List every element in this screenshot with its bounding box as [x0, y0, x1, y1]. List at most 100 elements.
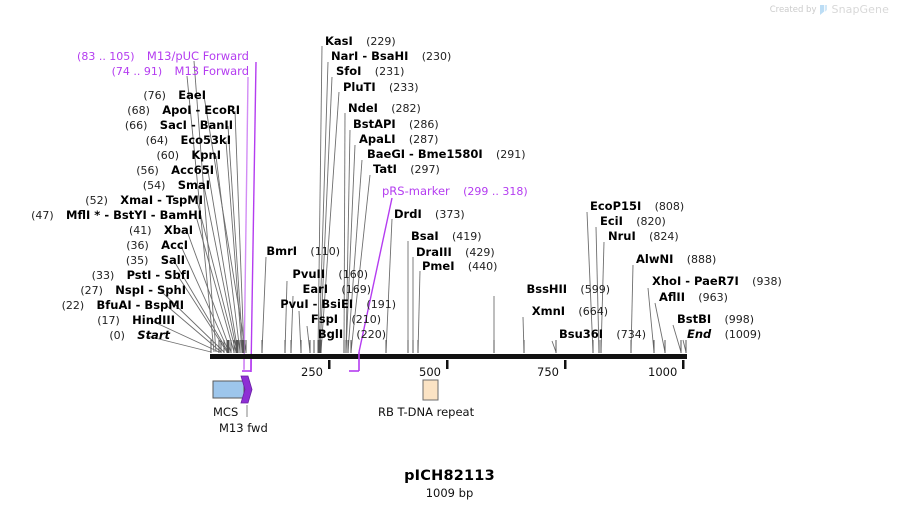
label-enzyme-drdi[interactable]: DrdI (373) [394, 207, 465, 222]
label-position: (664) [578, 305, 608, 318]
label-position: (83 .. 105) [77, 50, 135, 63]
label-name: AflII [659, 290, 685, 304]
feature-arrow-m13-fwd[interactable] [240, 375, 253, 404]
feature-box-rb-tdna-repeat[interactable] [422, 379, 439, 401]
label-end-terminus[interactable]: End (1009) [687, 328, 761, 342]
axis-tick-label-500: 500 [419, 365, 441, 379]
label-name: SalI [160, 253, 185, 267]
label-name: HindIII [132, 313, 175, 327]
label-name: XmaI - TspMI [120, 193, 203, 207]
label-enzyme-alwni[interactable]: AlwNI (888) [636, 253, 716, 267]
label-enzyme-bfuai-bspmi[interactable]: (22) BfuAI - BspMI [0, 299, 184, 313]
label-enzyme-draiii[interactable]: DraIII (429) [416, 246, 495, 260]
leader-lines-mid [317, 45, 421, 353]
label-enzyme-pvuii[interactable]: PvuII (160) [200, 267, 368, 282]
label-enzyme-eari[interactable]: EarI (169) [205, 283, 371, 297]
label-enzyme-ecii[interactable]: EciI (820) [600, 215, 666, 229]
label-name: XbaI [163, 223, 193, 237]
feature-name-mcs[interactable]: MCS [213, 405, 239, 419]
feature-box-mcs[interactable] [212, 380, 245, 399]
label-name: NruI [608, 229, 636, 243]
label-position: (286) [409, 118, 439, 131]
restriction-site-ticks [210, 340, 687, 353]
label-position: (22) [61, 299, 85, 312]
label-position: (297) [410, 163, 440, 176]
label-position: (52) [85, 194, 108, 207]
label-position: (938) [752, 275, 782, 288]
label-enzyme-nrui[interactable]: NruI (824) [608, 229, 679, 244]
label-enzyme-ndei[interactable]: NdeI (282) [348, 102, 421, 116]
label-enzyme-bstapi[interactable]: BstAPI (286) [353, 118, 439, 132]
label-start-terminus[interactable]: (0) Start [0, 329, 170, 343]
label-m13-puc-forward[interactable]: (83 .. 105) M13/pUC Forward [0, 50, 249, 64]
label-enzyme-nspi-sphi[interactable]: (27) NspI - SphI [0, 283, 186, 298]
label-enzyme-sfoi[interactable]: SfoI (231) [336, 65, 404, 79]
label-position: (76) [143, 89, 166, 102]
label-enzyme-kpni[interactable]: (60) KpnI [0, 149, 221, 163]
watermark-created-by-text: Created by [769, 4, 817, 15]
label-enzyme-eaei[interactable]: (76) EaeI [0, 89, 206, 103]
label-position: (54) [142, 179, 166, 192]
label-position: (27) [80, 284, 103, 297]
snapgene-logo-icon [820, 4, 828, 15]
label-position: (169) [341, 283, 371, 296]
label-enzyme-xbai[interactable]: (41) XbaI [0, 223, 193, 238]
label-position: (17) [97, 314, 120, 327]
label-enzyme-hindiii[interactable]: (17) HindIII [0, 313, 175, 328]
label-enzyme-saci-banii[interactable]: (66) SacI - BanII [0, 119, 233, 133]
label-position: (419) [451, 230, 482, 243]
label-enzyme-sali[interactable]: (35) SalI [0, 253, 185, 268]
label-enzyme-kasi[interactable]: KasI (229) [325, 35, 396, 49]
label-enzyme-pvui-bsiei[interactable]: PvuI - BsiEI (191) [210, 298, 396, 312]
label-enzyme-eco53ki[interactable]: (64) Eco53kI [0, 134, 231, 148]
label-enzyme-xhoi-paer7i[interactable]: XhoI - PaeR7I (938) [652, 275, 782, 289]
label-name: DrdI [394, 207, 422, 221]
label-enzyme-fspi[interactable]: FspI (210) [215, 313, 381, 327]
label-enzyme-smai[interactable]: (54) SmaI [0, 179, 210, 193]
label-name: TatI [373, 162, 397, 176]
label-name: BmrI [266, 244, 298, 258]
label-enzyme-baegi-bme1580i[interactable]: BaeGI - Bme1580I (291) [367, 148, 526, 162]
label-enzyme-psti-sbfi[interactable]: (33) PstI - SbfI [0, 269, 190, 283]
label-enzyme-apoi-ecori[interactable]: (68) ApoI - EcoRI [0, 104, 240, 118]
feature-name-m13-fwd[interactable]: M13 fwd [219, 421, 268, 435]
axis-tick-label-250: 250 [301, 365, 323, 379]
label-name: BstBI [677, 312, 712, 326]
label-name: PvuII [292, 267, 326, 281]
label-enzyme-nari-bsahi[interactable]: NarI - BsaHI (230) [331, 50, 451, 64]
label-enzyme-acc65i[interactable]: (56) Acc65I [0, 164, 214, 178]
label-prs-marker[interactable]: pRS-marker (299 .. 318) [382, 185, 528, 199]
label-position: (191) [366, 298, 396, 311]
label-position: (36) [126, 239, 149, 252]
axis-tick-label-750: 750 [537, 365, 559, 379]
label-enzyme-aflii[interactable]: AflII (963) [659, 290, 728, 305]
label-name: M13 Forward [174, 64, 249, 78]
label-position: (373) [435, 208, 465, 221]
label-enzyme-mfli-bstyi-bamhi[interactable]: (47) MflI * - BstYI - BamHI [0, 209, 202, 223]
label-enzyme-ecop15i[interactable]: EcoP15I (808) [590, 200, 684, 214]
label-enzyme-pmei[interactable]: PmeI (440) [422, 260, 497, 274]
label-enzyme-bmri[interactable]: BmrI (110) [180, 244, 340, 259]
label-position: (287) [408, 133, 439, 146]
feature-name-rb-tdna-repeat[interactable]: RB T-DNA repeat [378, 405, 475, 419]
label-enzyme-xmai-tspmi[interactable]: (52) XmaI - TspMI [0, 193, 203, 208]
label-enzyme-bsshii[interactable]: BssHII (599) [430, 283, 610, 297]
label-enzyme-bsu36i[interactable]: Bsu36I (734) [480, 327, 646, 342]
label-enzyme-tati[interactable]: TatI (297) [373, 162, 440, 177]
label-enzyme-acci[interactable]: (36) AccI [0, 239, 188, 253]
label-name: NspI - SphI [115, 283, 186, 297]
label-m13-forward[interactable]: (74 .. 91) M13 Forward [0, 64, 249, 79]
label-enzyme-pluti[interactable]: PluTI (233) [343, 80, 419, 95]
label-name: PluTI [343, 80, 376, 94]
label-name: Bsu36I [559, 327, 604, 341]
label-enzyme-bstbi[interactable]: BstBI (998) [677, 312, 755, 327]
label-position: (56) [136, 164, 159, 177]
label-enzyme-bgli[interactable]: BglI (220) [220, 328, 386, 342]
label-position: (68) [127, 104, 150, 117]
label-enzyme-xmni[interactable]: XmnI (664) [460, 305, 608, 319]
label-enzyme-bsai[interactable]: BsaI (419) [411, 230, 482, 244]
label-position: (998) [724, 313, 755, 326]
backbone-axis [210, 354, 687, 359]
label-position: (35) [125, 254, 149, 267]
label-enzyme-apali[interactable]: ApaLI (287) [359, 133, 439, 147]
